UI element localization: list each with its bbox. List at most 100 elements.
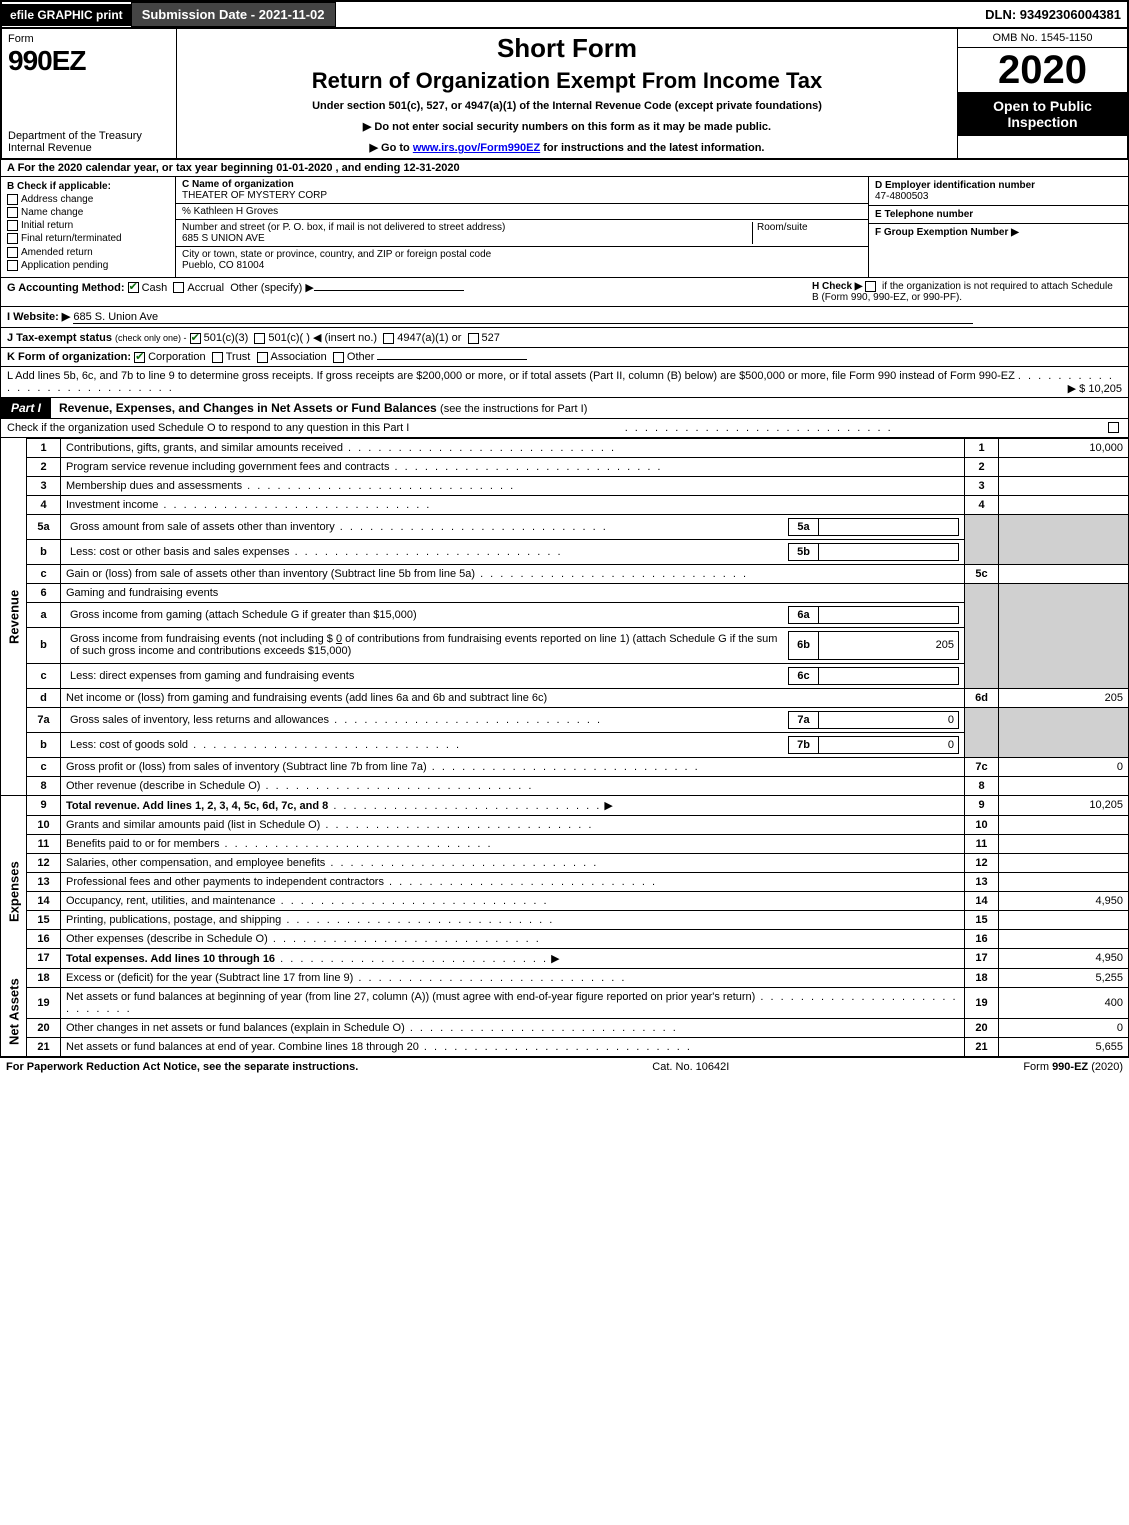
- submission-date-button[interactable]: Submission Date - 2021-11-02: [131, 2, 336, 27]
- grey-5ab-v: [999, 514, 1129, 564]
- label-street: Number and street (or P. O. box, if mail…: [182, 222, 752, 233]
- check-accrual[interactable]: [173, 282, 184, 293]
- grey-7ab: [965, 707, 999, 757]
- line-10-num: 10: [27, 815, 61, 834]
- line-5c-rn: 5c: [965, 564, 999, 583]
- line-21-rn: 21: [965, 1037, 999, 1056]
- top-bar-left: efile GRAPHIC print Submission Date - 20…: [2, 2, 336, 27]
- line-6d-desc: Net income or (loss) from gaming and fun…: [66, 692, 547, 704]
- check-amended-return[interactable]: Amended return: [7, 247, 169, 258]
- sub-title: Under section 501(c), 527, or 4947(a)(1)…: [187, 100, 947, 112]
- line-6d-value: 205: [999, 688, 1129, 707]
- label-website: I Website: ▶: [7, 311, 70, 323]
- line-6b-amt: 0: [336, 633, 342, 645]
- line-16-rn: 16: [965, 929, 999, 948]
- check-527[interactable]: [468, 333, 479, 344]
- line-6b-sv: 205: [819, 631, 959, 659]
- section-j: J Tax-exempt status (check only one) - 5…: [0, 328, 1129, 348]
- note-goto-suffix: for instructions and the latest informat…: [543, 142, 764, 154]
- part-1-sub: (see the instructions for Part I): [440, 403, 587, 415]
- footer-center: Cat. No. 10642I: [652, 1061, 729, 1073]
- note-ssn: ▶ Do not enter social security numbers o…: [187, 120, 947, 133]
- check-corporation[interactable]: [134, 352, 145, 363]
- line-4-desc: Investment income: [66, 499, 158, 511]
- short-form-title: Short Form: [187, 33, 947, 64]
- line-7b-desc: Less: cost of goods sold: [70, 739, 188, 751]
- line-10-desc: Grants and similar amounts paid (list in…: [66, 819, 320, 831]
- check-trust[interactable]: [212, 352, 223, 363]
- line-5b-desc: Less: cost or other basis and sales expe…: [70, 546, 290, 558]
- line-11-num: 11: [27, 834, 61, 853]
- check-final-return[interactable]: Final return/terminated: [7, 233, 169, 244]
- efile-print-button[interactable]: efile GRAPHIC print: [2, 4, 131, 26]
- line-14-desc: Occupancy, rent, utilities, and maintena…: [66, 895, 276, 907]
- line-7c-desc: Gross profit or (loss) from sales of inv…: [66, 761, 427, 773]
- check-initial-return[interactable]: Initial return: [7, 220, 169, 231]
- check-schedule-b[interactable]: [865, 281, 876, 292]
- line-11-rn: 11: [965, 834, 999, 853]
- website-value: 685 S. Union Ave: [73, 311, 973, 324]
- check-501c3[interactable]: [190, 333, 201, 344]
- other-org-field[interactable]: [377, 359, 527, 360]
- label-net-assets: Net Assets: [1, 968, 27, 1056]
- line-5c-value: [999, 564, 1129, 583]
- line-20-num: 20: [27, 1018, 61, 1037]
- section-b: B Check if applicable: Address change Na…: [1, 177, 176, 277]
- l-text: L Add lines 5b, 6c, and 7b to line 9 to …: [7, 370, 1015, 382]
- line-6c-desc: Less: direct expenses from gaming and fu…: [70, 670, 354, 682]
- check-name-change[interactable]: Name change: [7, 207, 169, 218]
- check-other-org[interactable]: [333, 352, 344, 363]
- line-18-num: 18: [27, 968, 61, 987]
- line-8-value: [999, 776, 1129, 795]
- line-12-desc: Salaries, other compensation, and employ…: [66, 857, 325, 869]
- line-6a-desc: Gross income from gaming (attach Schedul…: [70, 609, 417, 621]
- part-1-title: Revenue, Expenses, and Changes in Net As…: [59, 401, 437, 415]
- part-1-header: Part I Revenue, Expenses, and Changes in…: [0, 398, 1129, 419]
- check-4947[interactable]: [383, 333, 394, 344]
- line-6a-num: a: [27, 602, 61, 627]
- header-left: Form 990EZ Department of the Treasury In…: [2, 29, 177, 158]
- line-13-value: [999, 872, 1129, 891]
- line-20-value: 0: [999, 1018, 1129, 1037]
- irs-link[interactable]: www.irs.gov/Form990EZ: [413, 142, 540, 154]
- org-name: THEATER OF MYSTERY CORP: [182, 190, 862, 201]
- line-7b-num: b: [27, 732, 61, 757]
- line-1-num: 1: [27, 438, 61, 457]
- line-17-rn: 17: [965, 948, 999, 968]
- line-13-desc: Professional fees and other payments to …: [66, 876, 384, 888]
- form-header: Form 990EZ Department of the Treasury In…: [0, 29, 1129, 160]
- label-phone: E Telephone number: [875, 209, 1122, 220]
- line-19-rn: 19: [965, 987, 999, 1018]
- check-association[interactable]: [257, 352, 268, 363]
- line-6c-sn: 6c: [789, 667, 819, 684]
- line-1-rn: 1: [965, 438, 999, 457]
- line-7a-sv: 0: [819, 711, 959, 728]
- line-5a-sn: 5a: [789, 518, 819, 535]
- check-application-pending[interactable]: Application pending: [7, 260, 169, 271]
- check-address-change[interactable]: Address change: [7, 194, 169, 205]
- other-specify-field[interactable]: [314, 290, 464, 291]
- line-15-rn: 15: [965, 910, 999, 929]
- tax-year: 2020: [958, 48, 1127, 92]
- section-def: D Employer identification number 47-4800…: [868, 177, 1128, 277]
- line-5a-desc: Gross amount from sale of assets other t…: [70, 521, 335, 533]
- label-org-name: C Name of organization: [182, 179, 862, 190]
- check-cash[interactable]: [128, 282, 139, 293]
- label-group-exemption: F Group Exemption Number ▶: [875, 227, 1122, 238]
- ein-value: 47-4800503: [875, 191, 1122, 202]
- line-4-rn: 4: [965, 495, 999, 514]
- line-19-value: 400: [999, 987, 1129, 1018]
- line-6b-num: b: [27, 627, 61, 663]
- label-tax-exempt: J Tax-exempt status: [7, 332, 112, 344]
- part-1-check-line: Check if the organization used Schedule …: [0, 419, 1129, 438]
- line-2-rn: 2: [965, 457, 999, 476]
- line-20-rn: 20: [965, 1018, 999, 1037]
- line-6d-num: d: [27, 688, 61, 707]
- line-3-desc: Membership dues and assessments: [66, 480, 242, 492]
- form-word: Form: [8, 33, 170, 45]
- line-6b-sn: 6b: [789, 631, 819, 659]
- part-1-check-text: Check if the organization used Schedule …: [7, 422, 409, 434]
- check-schedule-o-part1[interactable]: [1108, 422, 1119, 433]
- line-7c-value: 0: [999, 757, 1129, 776]
- check-501c[interactable]: [254, 333, 265, 344]
